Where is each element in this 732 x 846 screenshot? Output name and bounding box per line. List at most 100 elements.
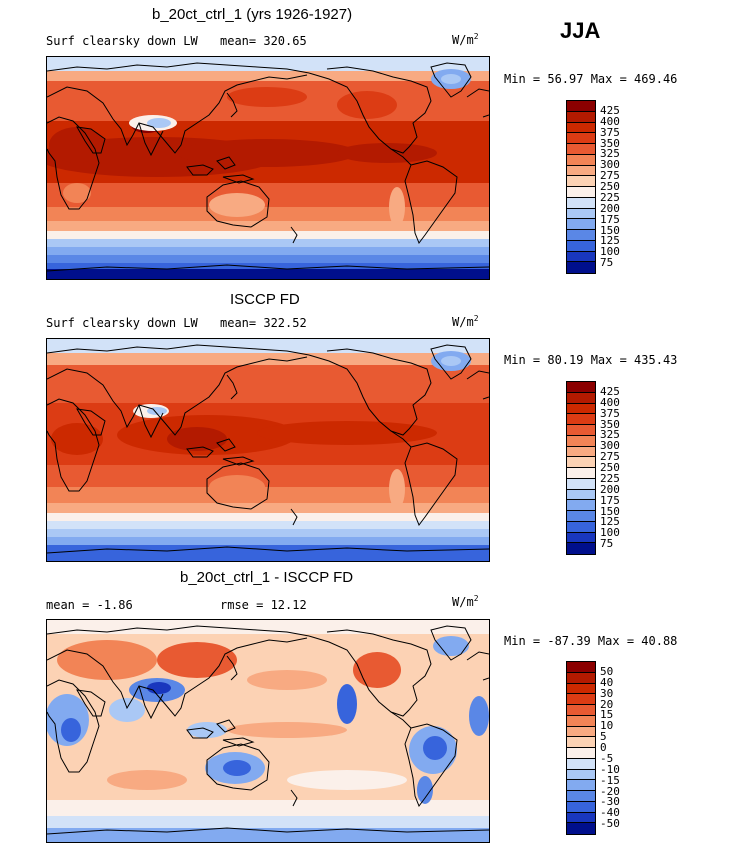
colorbar-swatch (567, 435, 595, 447)
panel-1-map-graphic (47, 57, 489, 279)
colorbar-swatch (567, 230, 595, 241)
panel-2-mean: mean= 322.52 (220, 316, 307, 330)
panel-3-map (46, 619, 490, 843)
colorbar-tick-label: 15 (600, 708, 614, 722)
colorbar-tick-label: 125 (600, 234, 620, 248)
colorbar-swatch (567, 457, 595, 468)
colorbar-swatch (567, 672, 595, 684)
colorbar-swatch (567, 823, 595, 834)
colorbar-swatch (567, 683, 595, 695)
panel-3-rmse: rmse = 12.12 (220, 598, 307, 612)
panel-1-minmax: Min = 56.97 Max = 469.46 (504, 72, 678, 86)
colorbar-swatch (567, 521, 595, 533)
colorbar-swatch (567, 176, 595, 187)
panel-2-minmax: Min = 80.19 Max = 435.43 (504, 353, 678, 367)
colorbar-tick-label: -20 (600, 784, 620, 798)
colorbar-tick-label: 20 (600, 697, 614, 711)
colorbar-swatch (567, 748, 595, 759)
colorbar-swatch (567, 769, 595, 781)
colorbar-tick-label: 40 (600, 675, 614, 689)
colorbar-tick-label: 375 (600, 406, 620, 420)
colorbar-swatch (567, 801, 595, 813)
colorbar-tick-label: 250 (600, 180, 620, 193)
colorbar-swatch (567, 726, 595, 738)
colorbar-swatch (567, 133, 595, 144)
panel-1-title: b_20ct_ctrl_1 (yrs 1926-1927) (152, 6, 353, 23)
colorbar-tick-label: 400 (600, 395, 620, 409)
colorbar-swatch (567, 468, 595, 479)
colorbar-tick-label: 175 (600, 212, 620, 226)
colorbar-swatch (567, 478, 595, 490)
panel-2-colorbar (566, 381, 596, 555)
colorbar-tick-label: 100 (600, 526, 620, 540)
panel-2-map (46, 338, 490, 562)
colorbar-swatch (567, 414, 595, 425)
colorbar-tick-label: 325 (600, 428, 620, 442)
colorbar-tick-label: 325 (600, 147, 620, 161)
colorbar-swatch (567, 187, 595, 198)
colorbar-tick-label: 200 (600, 201, 620, 215)
panel-3-minmax: Min = -87.39 Max = 40.88 (504, 634, 678, 648)
colorbar-swatch (567, 715, 595, 727)
colorbar-swatch (567, 446, 595, 458)
colorbar-tick-label: 275 (600, 450, 620, 464)
colorbar-swatch (567, 262, 595, 273)
panel-2-map-graphic (47, 339, 489, 561)
colorbar-tick-label: -50 (600, 817, 620, 831)
colorbar-swatch (567, 543, 595, 554)
colorbar-tick-label: 200 (600, 482, 620, 496)
panel-2-units: W/m2 (452, 314, 479, 329)
colorbar-swatch (567, 758, 595, 770)
colorbar-tick-label: 175 (600, 493, 620, 507)
panel-3-units: W/m2 (452, 594, 479, 609)
colorbar-swatch (567, 812, 595, 824)
colorbar-swatch (567, 122, 595, 134)
colorbar-swatch (567, 392, 595, 404)
colorbar-tick-label: 300 (600, 158, 620, 172)
colorbar-tick-label: 225 (600, 190, 620, 204)
panel-3-title: b_20ct_ctrl_1 - ISCCP FD (180, 569, 354, 586)
colorbar-tick-label: 150 (600, 504, 620, 518)
colorbar-swatch (567, 425, 595, 436)
colorbar-swatch (567, 511, 595, 522)
colorbar-swatch (567, 737, 595, 748)
colorbar-swatch (567, 780, 595, 791)
colorbar-tick-label: -5 (600, 751, 614, 765)
colorbar-swatch (567, 251, 595, 263)
colorbar-swatch (567, 165, 595, 177)
colorbar-tick-label: -15 (600, 773, 620, 787)
season-label: JJA (560, 18, 601, 43)
colorbar-swatch (567, 791, 595, 802)
colorbar-tick-label: 225 (600, 471, 620, 485)
panel-1-colorbar (566, 100, 596, 274)
colorbar-tick-label: 250 (600, 461, 620, 474)
colorbar-swatch (567, 500, 595, 511)
panel-3-colorbar (566, 661, 596, 835)
panel-2-title: ISCCP FD (230, 291, 300, 308)
colorbar-tick-label: 10 (600, 719, 614, 733)
panel-1-mean: mean= 320.65 (220, 34, 307, 48)
colorbar-swatch (567, 662, 595, 673)
colorbar-tick-label: 375 (600, 125, 620, 139)
colorbar-tick-label: -30 (600, 795, 620, 809)
panel-3-mean: mean = -1.86 (46, 598, 133, 612)
colorbar-tick-label: 300 (600, 439, 620, 453)
colorbar-tick-label: 75 (600, 537, 614, 551)
colorbar-tick-label: 100 (600, 245, 620, 259)
panel-2-variable-label: Surf clearsky down LW (46, 316, 198, 330)
colorbar-tick-label: 125 (600, 515, 620, 529)
colorbar-tick-label: 50 (600, 664, 614, 678)
colorbar-swatch (567, 144, 595, 155)
colorbar-tick-label: 350 (600, 417, 620, 431)
colorbar-tick-label: 30 (600, 686, 614, 700)
colorbar-swatch (567, 705, 595, 716)
colorbar-swatch (567, 403, 595, 415)
colorbar-swatch (567, 694, 595, 705)
colorbar-swatch (567, 197, 595, 209)
colorbar-swatch (567, 208, 595, 220)
colorbar-swatch (567, 240, 595, 252)
colorbar-tick-label: 150 (600, 223, 620, 237)
colorbar-swatch (567, 111, 595, 123)
colorbar-swatch (567, 532, 595, 544)
colorbar-swatch (567, 101, 595, 112)
